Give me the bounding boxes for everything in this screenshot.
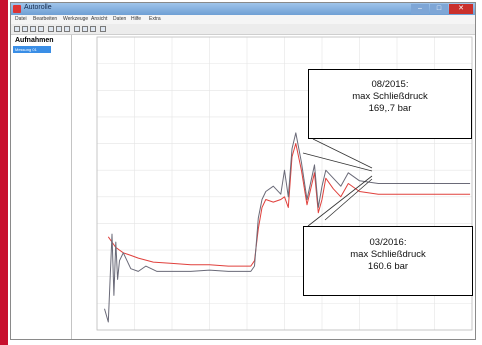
zoom-in-icon[interactable]	[48, 26, 54, 32]
callout-2016-label: max Schließdruck	[350, 249, 426, 260]
menu-item-help[interactable]: Hilfe	[131, 16, 142, 22]
callout-2015-value: 169,.7 bar	[368, 103, 412, 114]
menu-item-extra[interactable]: Extra	[149, 16, 161, 22]
export-icon[interactable]	[82, 26, 88, 32]
minimize-button[interactable]: –	[411, 4, 429, 14]
menu-bar: Datei Bearbeiten Werkzeuge Ansicht Daten…	[11, 15, 475, 24]
print-icon[interactable]	[38, 26, 44, 32]
app-icon	[13, 5, 21, 13]
new-icon[interactable]	[14, 26, 20, 32]
zoom-out-icon[interactable]	[56, 26, 62, 32]
cursor-icon[interactable]	[64, 26, 70, 32]
maximize-button[interactable]: □	[430, 4, 448, 14]
toolbar	[11, 24, 475, 35]
application-window: Autorolle – □ ✕ Datei Bearbeiten Werkzeu…	[10, 2, 476, 340]
recordings-panel: Aufnahmen Messung 01	[11, 35, 72, 339]
menu-item-data[interactable]: Daten	[113, 16, 127, 22]
callout-2015: 08/2015: max Schließdruck 169,.7 bar	[308, 69, 472, 139]
recording-item-selected[interactable]: Messung 01	[13, 46, 51, 53]
callout-2016: 03/2016: max Schließdruck 160.6 bar	[303, 226, 473, 296]
measure-icon[interactable]	[74, 26, 80, 32]
callout-2015-date: 08/2015:	[371, 79, 409, 90]
menu-item-file[interactable]: Datei	[15, 16, 27, 22]
window-title: Autorolle	[24, 4, 52, 11]
callout-2015-label: max Schließdruck	[352, 91, 428, 102]
help-icon[interactable]	[100, 26, 106, 32]
close-button[interactable]: ✕	[449, 4, 473, 14]
title-bar: Autorolle – □ ✕	[11, 3, 475, 15]
settings-icon[interactable]	[90, 26, 96, 32]
open-icon[interactable]	[22, 26, 28, 32]
left-red-edge	[0, 0, 8, 345]
save-icon[interactable]	[30, 26, 36, 32]
menu-item-tools[interactable]: Werkzeuge	[63, 16, 89, 22]
menu-item-edit[interactable]: Bearbeiten	[33, 16, 58, 22]
callout-2016-date: 03/2016:	[369, 237, 407, 248]
menu-item-view[interactable]: Ansicht	[91, 16, 108, 22]
panel-header: Aufnahmen	[15, 37, 54, 44]
callout-2016-value: 160.6 bar	[367, 261, 409, 272]
plot-frame	[96, 36, 473, 331]
